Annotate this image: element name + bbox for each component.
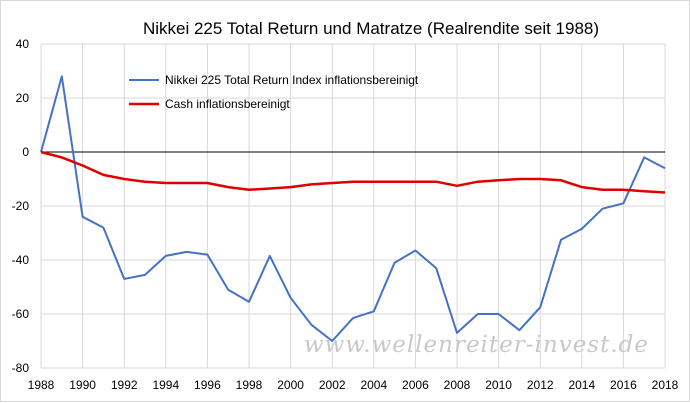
- x-tick-label: 1992: [111, 378, 138, 392]
- x-tick-label: 2010: [485, 378, 512, 392]
- y-tick-label: -20: [12, 199, 30, 213]
- axes: -80 -60 -40 -20 0 20 40 1988 1990 1992 1994 1996 199…: [12, 37, 679, 392]
- y-tick-label: -60: [12, 307, 30, 321]
- x-tick-label: 2002: [319, 378, 346, 392]
- x-tick-label: 1988: [28, 378, 55, 392]
- x-tick-label: 1994: [152, 378, 179, 392]
- series-lines: [40, 75, 666, 342]
- y-tick-label: -40: [12, 253, 30, 267]
- x-tick-label: 2008: [444, 378, 471, 392]
- y-tick-label: 20: [16, 91, 30, 105]
- gridlines: [40, 43, 666, 369]
- legend: Nikkei 225 Total Return Index inflations…: [129, 73, 419, 111]
- x-tick-label: 2000: [277, 378, 304, 392]
- x-tick-label: 1998: [236, 378, 263, 392]
- x-tick-label: 2016: [610, 378, 637, 392]
- x-tick-label: 2006: [402, 378, 429, 392]
- chart-title: Nikkei 225 Total Return und Matratze (Re…: [143, 19, 599, 38]
- watermark-text: www.wellenreiter-invest.de: [304, 332, 649, 358]
- x-tick-label: 1996: [194, 378, 221, 392]
- x-tick-label: 2014: [568, 378, 595, 392]
- x-tick-label: 2018: [652, 378, 679, 392]
- x-tick-label: 2004: [360, 378, 387, 392]
- legend-label-0: Nikkei 225 Total Return Index inflations…: [165, 73, 419, 87]
- series-line-1: [40, 150, 666, 194]
- series-line-0: [40, 75, 666, 342]
- y-tick-label: 0: [22, 145, 29, 159]
- x-tick-label: 2012: [527, 378, 554, 392]
- y-tick-label: -80: [12, 361, 30, 375]
- x-tick-label: 1990: [69, 378, 96, 392]
- legend-label-1: Cash inflationsbereinigt: [165, 97, 290, 111]
- y-tick-label: 40: [16, 37, 30, 51]
